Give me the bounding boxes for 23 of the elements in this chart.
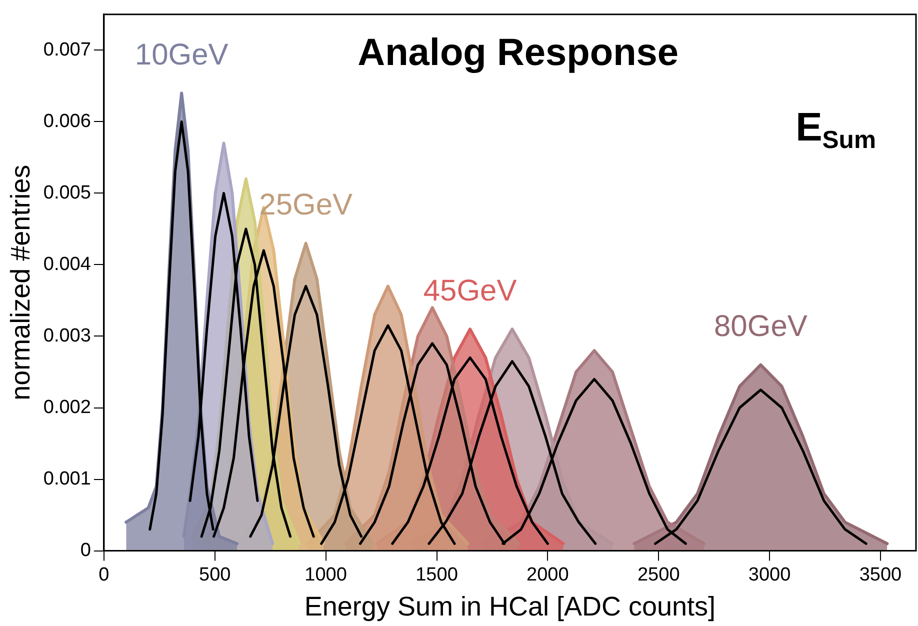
x-tick-label: 3000 bbox=[748, 564, 791, 586]
x-tick-label: 3500 bbox=[859, 564, 902, 586]
y-tick-label: 0.004 bbox=[43, 254, 92, 275]
x-tick-label: 0 bbox=[98, 564, 110, 586]
y-tick-label: 0.002 bbox=[43, 396, 91, 418]
series-label: 10GeV bbox=[134, 38, 228, 72]
y-tick-label: 0.003 bbox=[43, 325, 91, 346]
x-tick-label: 1500 bbox=[416, 564, 458, 586]
y-tick-label: 0 bbox=[80, 540, 91, 562]
y-tick-label: 0.005 bbox=[43, 182, 91, 204]
series-label: 25GeV bbox=[259, 188, 353, 222]
x-tick-label: 2500 bbox=[637, 564, 680, 586]
x-tick-label: 1000 bbox=[304, 564, 347, 586]
x-axis-title: Energy Sum in HCal [ADC counts] bbox=[304, 591, 716, 622]
y-axis-title: normalized #entries bbox=[6, 164, 36, 400]
series-label: 80GeV bbox=[714, 310, 808, 344]
series-label: 45GeV bbox=[423, 274, 517, 308]
y-tick-label: 0.001 bbox=[43, 468, 91, 490]
y-tick-label: 0.007 bbox=[43, 39, 91, 60]
x-tick-label: 500 bbox=[199, 564, 231, 586]
y-tick-label: 0.006 bbox=[43, 110, 91, 132]
x-tick-label: 2000 bbox=[526, 564, 569, 586]
text: Analog Response bbox=[358, 32, 679, 74]
